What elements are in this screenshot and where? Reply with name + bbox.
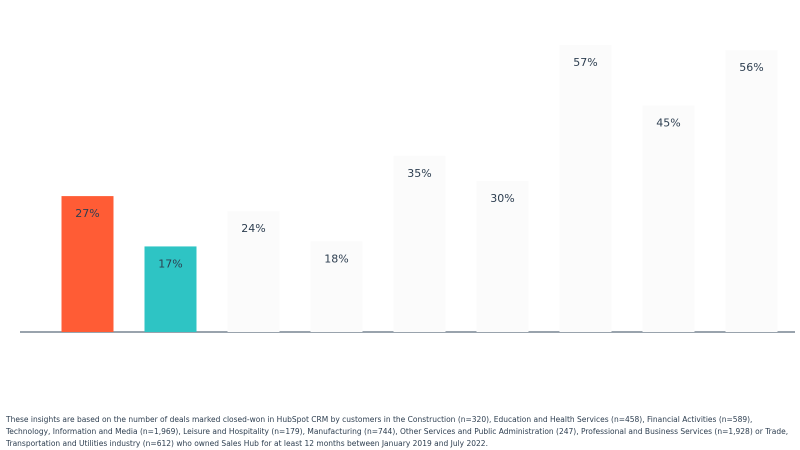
- bar: [642, 105, 695, 332]
- data-label: 57%: [573, 56, 597, 69]
- data-label: 18%: [324, 252, 348, 265]
- bar: [310, 241, 363, 332]
- bar: [393, 155, 446, 332]
- chart: 27% 17% 24% 18% 35% 30% 57% 45% 56%: [20, 45, 795, 333]
- data-label: 56%: [739, 61, 763, 74]
- bar: [144, 246, 197, 332]
- bar: [476, 181, 529, 332]
- bar: [227, 211, 280, 332]
- data-label: 17%: [158, 257, 182, 270]
- bar: [559, 45, 612, 332]
- bar: [725, 50, 778, 333]
- footnote: These insights are based on the number o…: [6, 415, 789, 448]
- data-label: 27%: [75, 207, 99, 220]
- data-label: 30%: [490, 192, 514, 205]
- data-label: 35%: [407, 167, 431, 180]
- bar: [61, 196, 114, 332]
- data-label: 45%: [656, 117, 680, 130]
- data-label: 24%: [241, 222, 265, 235]
